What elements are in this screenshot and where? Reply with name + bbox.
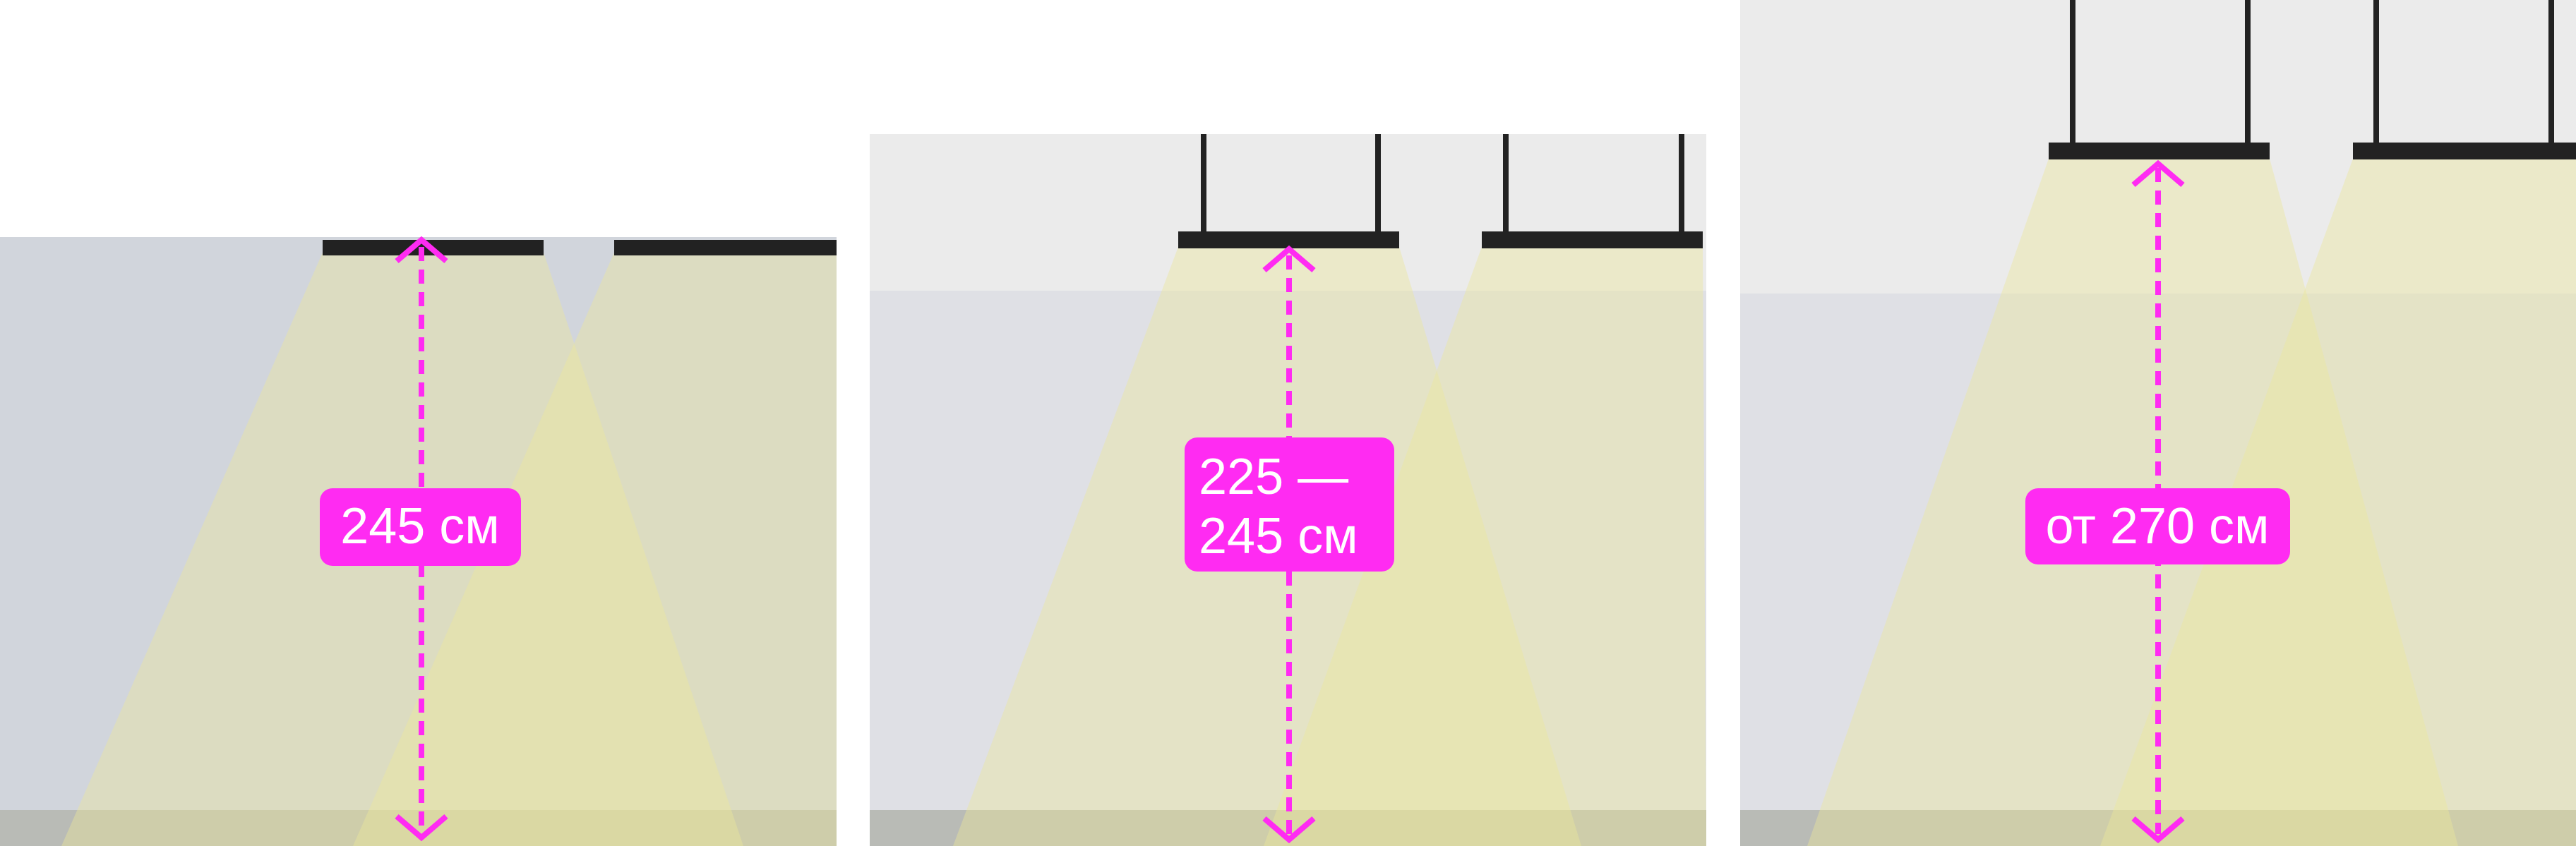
height-dimension-arrow — [2131, 159, 2185, 844]
height-label-text: от 270 см — [2045, 498, 2269, 555]
light-beam-right — [353, 253, 837, 846]
luminaire-right — [1482, 231, 1703, 248]
height-label-text: 245 см — [340, 498, 500, 555]
panel-pendant-tall: от 270 см — [1740, 0, 2576, 846]
light-beam-right — [1264, 247, 1706, 846]
panel-pendant-medium: 225 — 245 см — [870, 134, 1706, 846]
height-dimension-arrow — [1262, 245, 1316, 844]
height-label: 245 см — [320, 488, 521, 566]
panel-surface-mounted: 245 см — [0, 236, 837, 846]
height-label-line-2: 245 см — [1199, 508, 1358, 564]
height-label-line-1: 225 — — [1199, 449, 1348, 505]
height-label: 225 — 245 см — [1185, 437, 1394, 572]
height-label: от 270 см — [2025, 488, 2290, 564]
luminaire-left — [2049, 143, 2270, 159]
svg-text:245 см: 245 см — [340, 498, 500, 555]
light-beam-right — [2100, 159, 2576, 846]
svg-text:225 — 245 см: 225 — 245 см — [1199, 449, 1362, 564]
floor — [0, 810, 837, 846]
luminaire-left — [1178, 231, 1399, 248]
svg-text:от 270 см: от 270 см — [2045, 498, 2269, 555]
luminaire-right — [2353, 143, 2576, 159]
room-wall — [1740, 294, 2576, 846]
luminaire-right — [614, 240, 837, 255]
